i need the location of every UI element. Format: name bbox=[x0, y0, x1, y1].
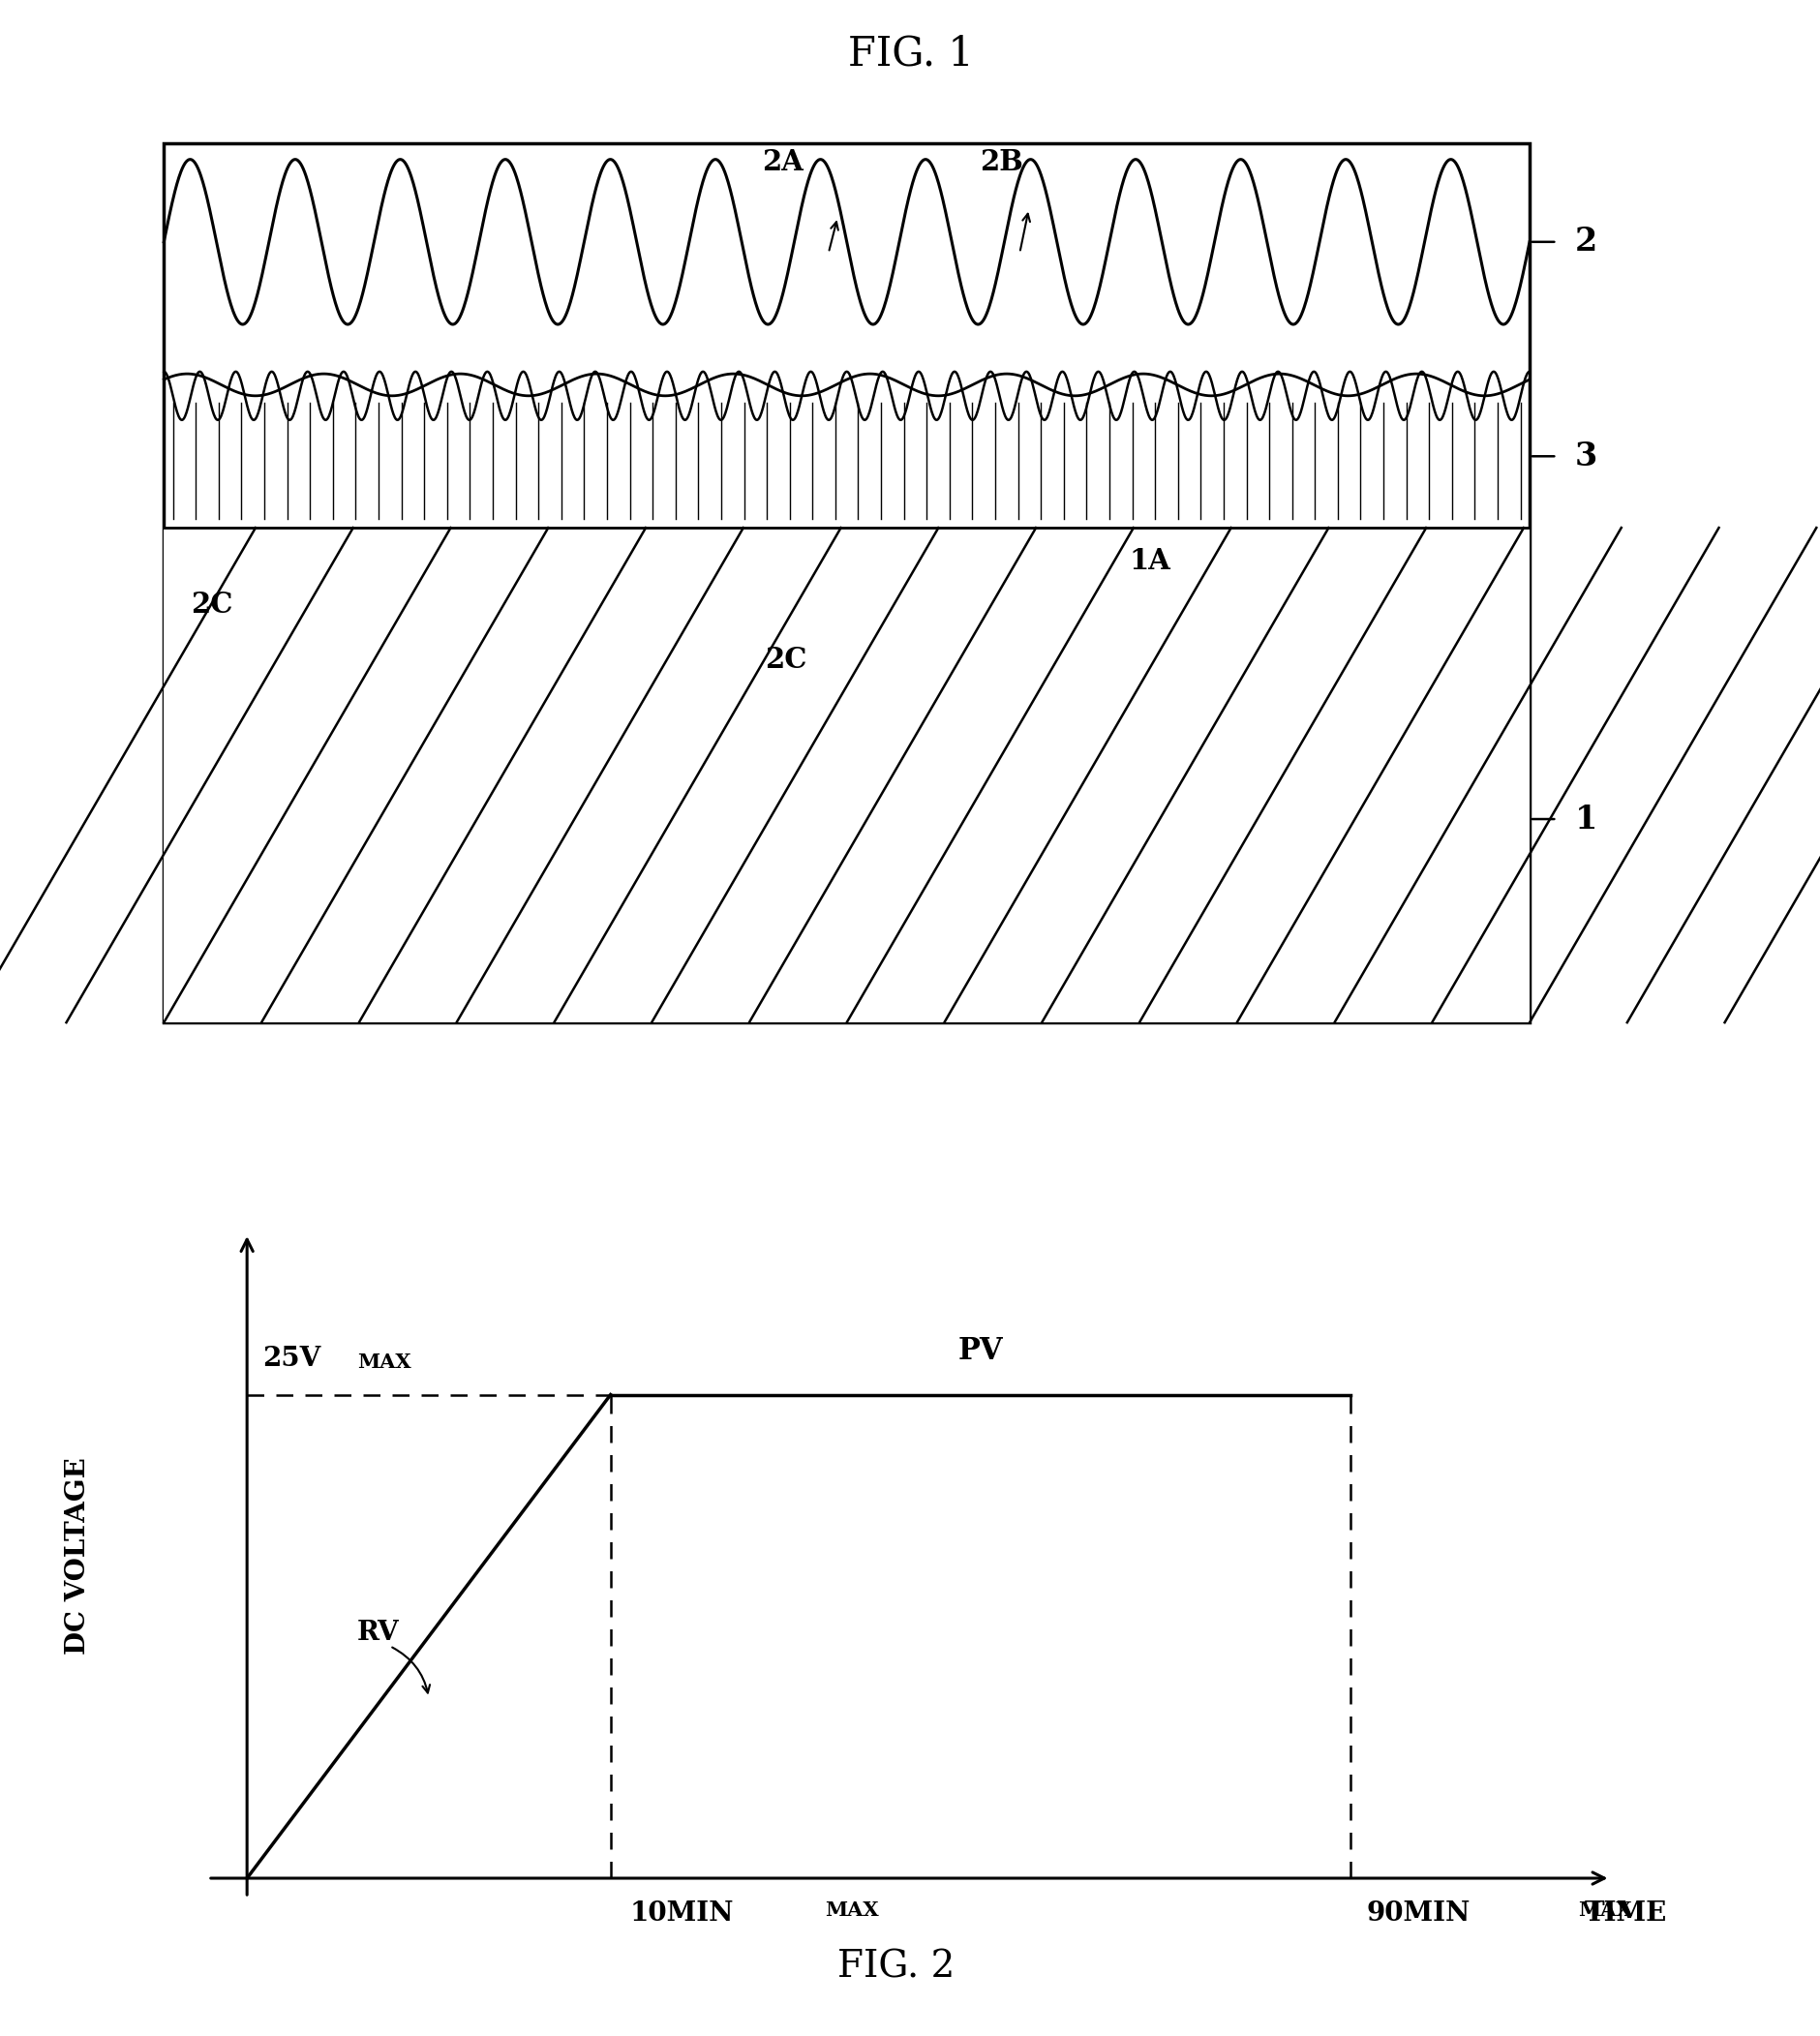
Text: 2: 2 bbox=[1574, 226, 1596, 259]
Text: 90MIN: 90MIN bbox=[1365, 1902, 1469, 1926]
FancyBboxPatch shape bbox=[164, 143, 1529, 1022]
Text: 2C: 2C bbox=[191, 590, 233, 619]
Text: MAX: MAX bbox=[357, 1352, 411, 1372]
Text: MAX: MAX bbox=[1578, 1902, 1631, 1920]
Text: 2C: 2C bbox=[764, 645, 806, 674]
Text: RV: RV bbox=[357, 1621, 399, 1647]
Text: 2A: 2A bbox=[763, 149, 803, 177]
Text: 1: 1 bbox=[1574, 802, 1596, 835]
Bar bbox=[164, 527, 1529, 1022]
Text: 25V: 25V bbox=[262, 1346, 320, 1372]
Text: MAX: MAX bbox=[824, 1902, 879, 1920]
Text: DC VOLTAGE: DC VOLTAGE bbox=[66, 1458, 91, 1655]
Text: PV: PV bbox=[957, 1336, 1003, 1366]
Text: 10MIN: 10MIN bbox=[630, 1902, 733, 1926]
Text: 1A: 1A bbox=[1128, 548, 1170, 574]
Bar bbox=[164, 527, 1529, 1022]
Text: FIG. 2: FIG. 2 bbox=[837, 1948, 954, 1985]
Text: 3: 3 bbox=[1574, 440, 1596, 472]
Text: 2B: 2B bbox=[979, 149, 1023, 177]
Text: FIG. 1: FIG. 1 bbox=[848, 33, 972, 73]
Text: TIME: TIME bbox=[1583, 1902, 1665, 1926]
